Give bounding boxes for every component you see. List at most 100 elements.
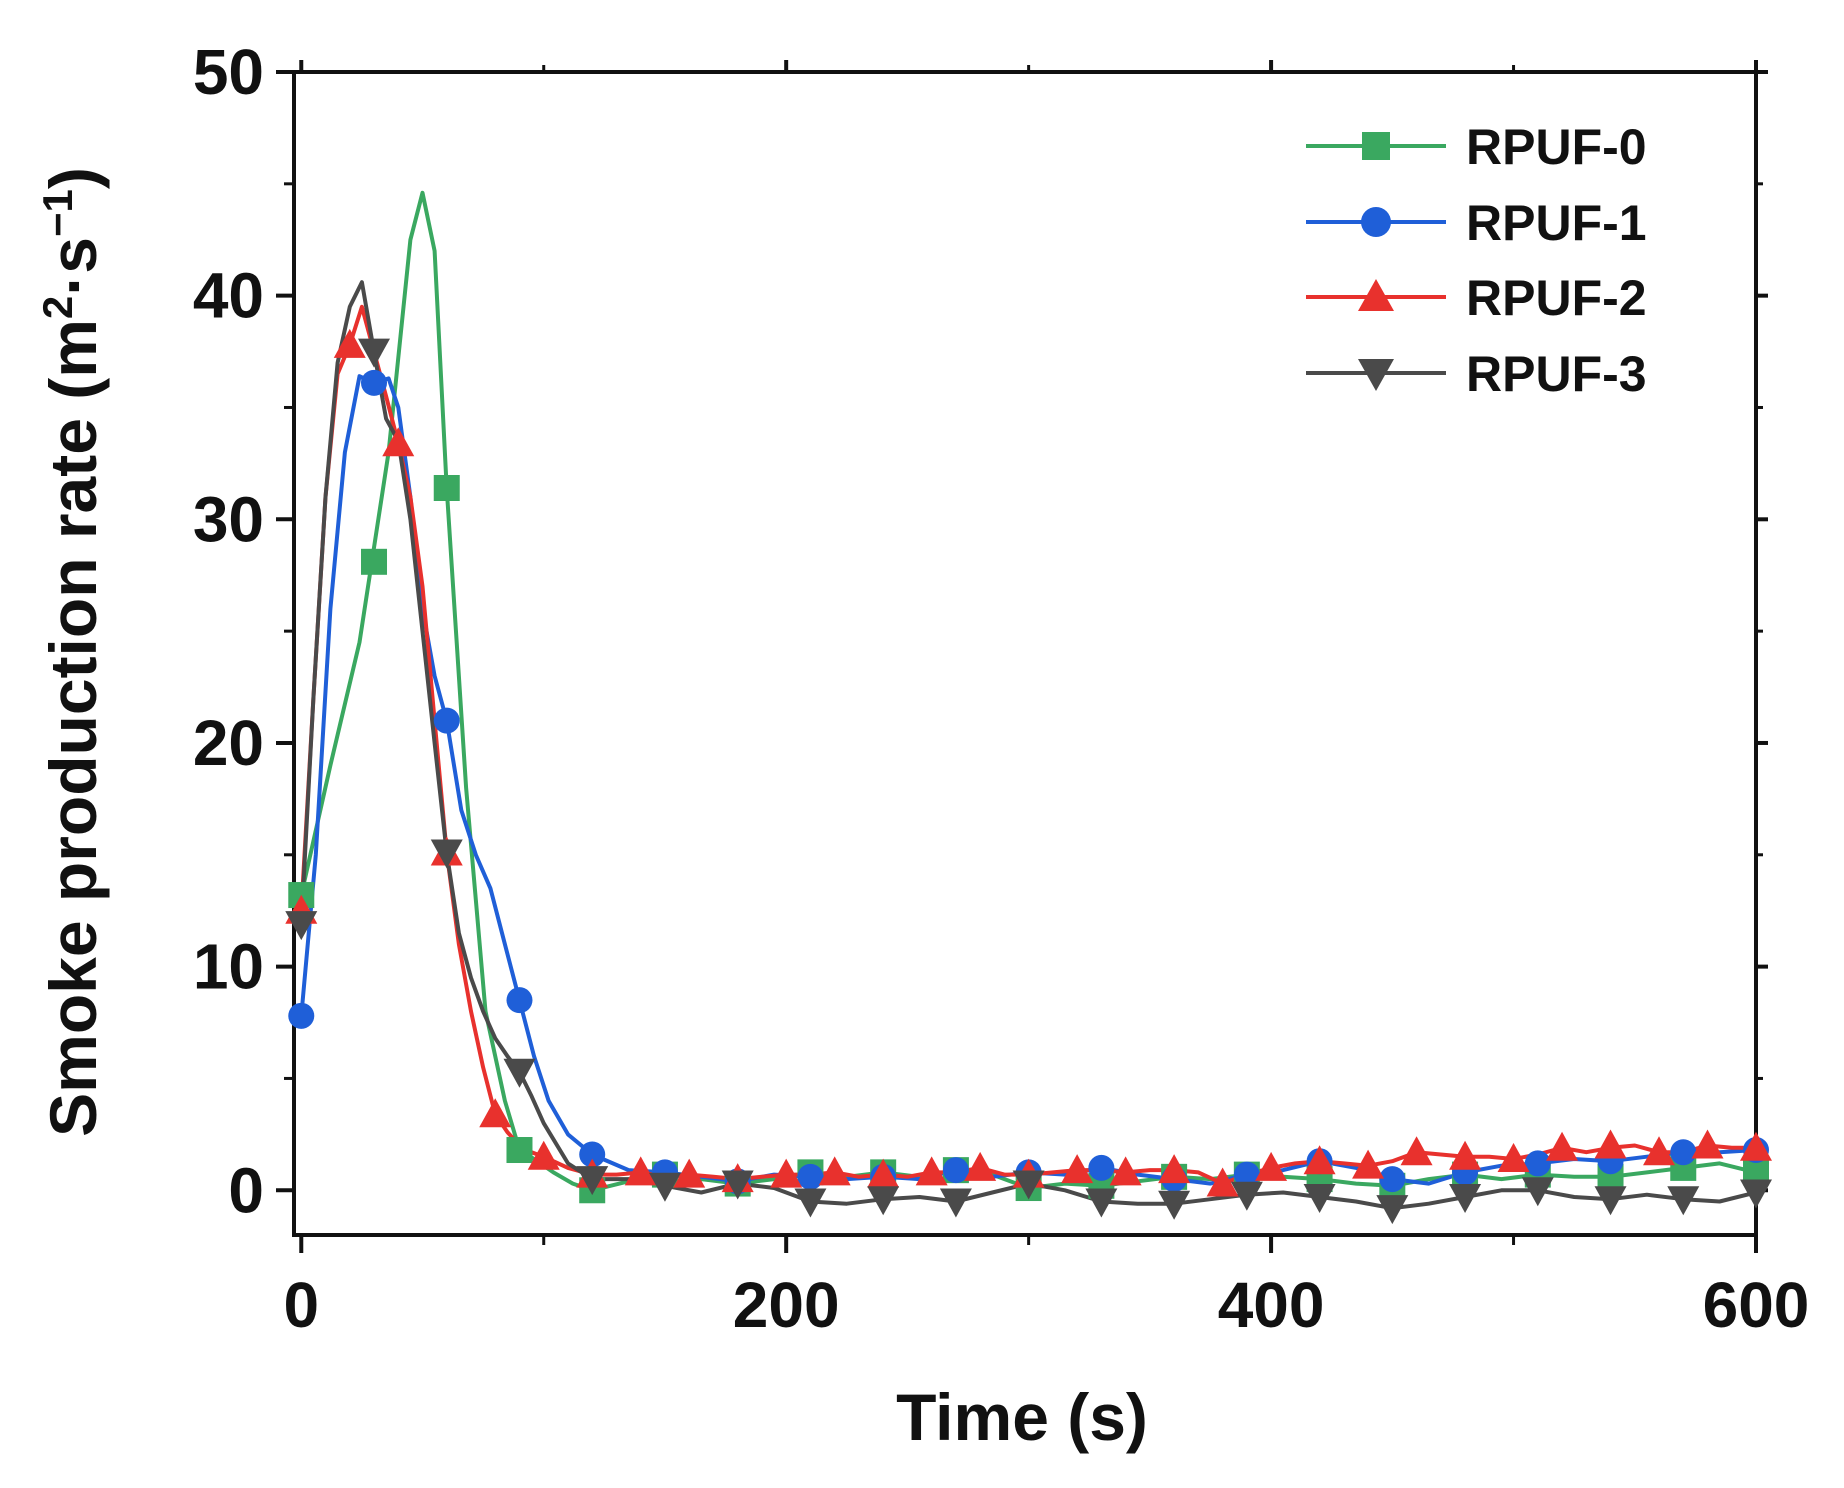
legend-item-rpuf-1: RPUF-1 [1306, 195, 1647, 251]
tick-labels: 0 200 400 600 0 10 20 30 40 50 [193, 36, 1810, 1341]
y-tick-label: 20 [193, 707, 264, 779]
data-point-rpuf-0 [506, 1137, 533, 1164]
data-point-rpuf-3 [1158, 1190, 1191, 1220]
x-tick-label: 400 [1218, 1269, 1325, 1341]
data-point-rpuf-2 [1303, 1145, 1336, 1175]
data-point-rpuf-3 [430, 839, 463, 869]
data-point-rpuf-3 [1667, 1186, 1700, 1216]
y-tick-label: 40 [193, 260, 264, 332]
y-axis-title-sup-1: 2 [34, 296, 81, 319]
data-point-rpuf-2 [915, 1156, 948, 1186]
series-line-rpuf-3 [299, 280, 1756, 1211]
legend-marker-square [1362, 132, 1390, 160]
y-axis-title-suffix: ) [36, 167, 110, 189]
data-point-rpuf-1 [1670, 1139, 1697, 1166]
data-point-rpuf-3 [1740, 1179, 1772, 1209]
y-tick-label: 30 [193, 483, 264, 555]
data-point-rpuf-1 [361, 369, 388, 396]
data-point-rpuf-3 [576, 1166, 609, 1196]
data-point-rpuf-3 [648, 1172, 681, 1202]
x-axis-title: Time (s) [896, 1380, 1148, 1454]
legend-item-rpuf-0: RPUF-0 [1306, 119, 1647, 175]
data-point-rpuf-2 [867, 1158, 900, 1188]
legend-label-rpuf-1: RPUF-1 [1466, 195, 1647, 251]
data-point-rpuf-2 [1740, 1131, 1772, 1161]
data-point-rpuf-1 [288, 1002, 315, 1029]
data-point-rpuf-2 [1546, 1131, 1579, 1161]
data-point-rpuf-1 [942, 1157, 969, 1184]
y-axis-title-sup-2: −1 [34, 189, 81, 237]
data-point-rpuf-3 [1303, 1183, 1336, 1213]
y-tick-label: 0 [228, 1154, 264, 1226]
legend-label-rpuf-2: RPUF-2 [1466, 270, 1647, 326]
data-point-rpuf-2 [1255, 1151, 1288, 1181]
data-point-rpuf-2 [818, 1156, 851, 1186]
data-point-rpuf-1 [797, 1163, 824, 1190]
legend-marker-triangle-down [1358, 359, 1394, 391]
data-point-rpuf-2 [1691, 1129, 1724, 1159]
data-point-rpuf-2 [1400, 1136, 1433, 1166]
series-markers [285, 328, 1772, 1225]
data-point-rpuf-1 [433, 707, 460, 734]
data-point-rpuf-1 [1088, 1154, 1115, 1181]
data-point-rpuf-3 [939, 1188, 972, 1218]
y-axis-title-middle: ·s [36, 237, 110, 296]
y-tick-label: 10 [193, 931, 264, 1003]
legend-marker-circle [1361, 207, 1391, 237]
data-point-rpuf-1 [1379, 1166, 1406, 1193]
x-tick-label: 600 [1703, 1269, 1810, 1341]
data-point-rpuf-2 [527, 1140, 560, 1170]
axis-ticks [276, 60, 1768, 1253]
series-line-rpuf-2 [299, 304, 1756, 1186]
data-point-rpuf-3 [1594, 1186, 1627, 1216]
data-point-rpuf-3 [794, 1188, 827, 1218]
data-point-rpuf-3 [867, 1186, 900, 1216]
data-point-rpuf-3 [1376, 1195, 1409, 1225]
plot-frame [292, 70, 1758, 1237]
data-point-rpuf-3 [1012, 1170, 1045, 1200]
data-point-rpuf-2 [1158, 1154, 1191, 1184]
data-point-rpuf-3 [1230, 1181, 1263, 1211]
data-point-rpuf-3 [1449, 1183, 1482, 1213]
legend-item-rpuf-2: RPUF-2 [1306, 270, 1647, 326]
data-point-rpuf-1 [506, 987, 533, 1014]
data-point-rpuf-1 [1233, 1161, 1260, 1188]
data-point-rpuf-3 [1085, 1188, 1118, 1218]
y-tick-label: 50 [193, 36, 264, 108]
data-point-rpuf-3 [1521, 1177, 1554, 1207]
data-point-rpuf-3 [721, 1170, 754, 1200]
series-line-rpuf-0 [299, 190, 1756, 1193]
legend-label-rpuf-0: RPUF-0 [1466, 119, 1647, 175]
data-point-rpuf-2 [479, 1098, 512, 1128]
data-point-rpuf-1 [1524, 1150, 1551, 1177]
data-point-rpuf-1 [579, 1141, 606, 1168]
data-point-rpuf-3 [358, 338, 391, 368]
legend: RPUF-0 RPUF-1 RPUF-2 RPUF-3 [1306, 119, 1647, 402]
data-point-rpuf-2 [1497, 1142, 1530, 1172]
data-point-rpuf-3 [285, 911, 318, 941]
x-tick-label: 0 [283, 1269, 319, 1341]
y-axis-title: Smoke production rate (m2·s−1) [34, 167, 110, 1137]
data-point-rpuf-2 [1352, 1149, 1385, 1179]
legend-label-rpuf-3: RPUF-3 [1466, 346, 1647, 402]
data-point-rpuf-2 [673, 1158, 706, 1188]
data-point-rpuf-2 [770, 1158, 803, 1188]
data-point-rpuf-0 [433, 474, 460, 501]
data-point-rpuf-2 [382, 427, 415, 457]
data-point-rpuf-2 [333, 328, 366, 358]
data-point-rpuf-2 [1206, 1167, 1239, 1197]
x-tick-label: 200 [733, 1269, 840, 1341]
data-point-rpuf-2 [624, 1156, 657, 1186]
legend-marker-triangle-up [1358, 279, 1394, 311]
data-point-rpuf-2 [1594, 1129, 1627, 1159]
data-point-rpuf-2 [1449, 1140, 1482, 1170]
legend-item-rpuf-3: RPUF-3 [1306, 346, 1647, 402]
data-point-rpuf-2 [1643, 1136, 1676, 1166]
data-point-rpuf-2 [1109, 1156, 1142, 1186]
data-point-rpuf-2 [1061, 1154, 1094, 1184]
data-point-rpuf-2 [964, 1151, 997, 1181]
data-point-rpuf-0 [361, 548, 388, 575]
y-axis-title-prefix: Smoke production rate (m [36, 319, 110, 1137]
data-point-rpuf-3 [503, 1058, 536, 1088]
